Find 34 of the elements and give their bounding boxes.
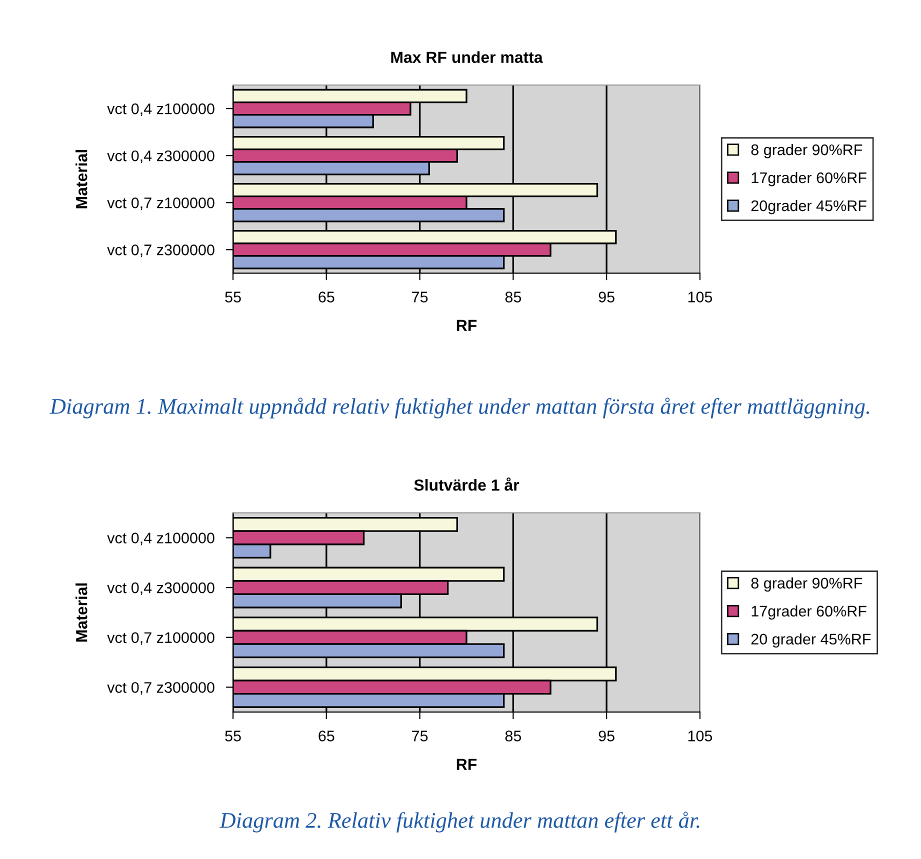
legend-label: 20grader 45%RF <box>751 200 866 214</box>
legend-label: 17grader 60%RF <box>752 172 866 186</box>
y-tick-label: vct 0,4 z300000 <box>107 582 214 596</box>
chart-title: Max RF under matta <box>391 51 543 63</box>
x-tick-label: 55 <box>225 292 241 302</box>
x-tick-label: 85 <box>505 292 522 302</box>
text: Diagram 1. Maximalt uppnådd relativ fuktighet under mattan första året efter mattläggning. <box>50 398 870 418</box>
x-tick-label: 85 <box>505 730 522 742</box>
x-tick-label: 75 <box>412 292 428 302</box>
y-tick-label: vct 0,7 z300000 <box>107 682 214 695</box>
chart-title: Slutvärde 1 år <box>414 477 520 491</box>
legend-label: 20 grader 45%RF <box>751 633 871 648</box>
y-tick-label: vct 0,7 z300000 <box>107 244 214 258</box>
y-tick-label: vct 0,4 z300000 <box>107 150 214 164</box>
y-axis-title: Material <box>76 583 88 642</box>
legend-label: 8 grader 90%RF <box>751 144 862 158</box>
y-axis-title: Material <box>76 150 88 208</box>
y-tick-label: vct 0,7 z100000 <box>107 632 214 645</box>
x-axis-title: RF <box>456 758 477 770</box>
x-tick-label: 95 <box>598 292 614 302</box>
y-tick-label: vct 0,4 z100000 <box>107 532 214 546</box>
y-tick-label: vct 0,4 z100000 <box>107 103 214 116</box>
x-tick-label: 65 <box>318 730 334 742</box>
x-axis-title: RF <box>456 320 477 331</box>
x-tick-label: 75 <box>412 730 428 742</box>
text: Diagram 2. Relativ fuktighet under mattan efter ett år. <box>220 812 700 832</box>
legend-label: 8 grader 90%RF <box>751 577 862 592</box>
x-tick-label: 65 <box>318 292 334 302</box>
x-tick-label: 105 <box>688 730 712 742</box>
x-tick-label: 95 <box>598 730 614 742</box>
x-tick-label: 55 <box>225 730 241 742</box>
x-tick-label: 105 <box>688 292 712 302</box>
legend-label: 17grader 60%RF <box>752 605 866 620</box>
y-tick-label: vct 0,7 z100000 <box>107 197 214 210</box>
